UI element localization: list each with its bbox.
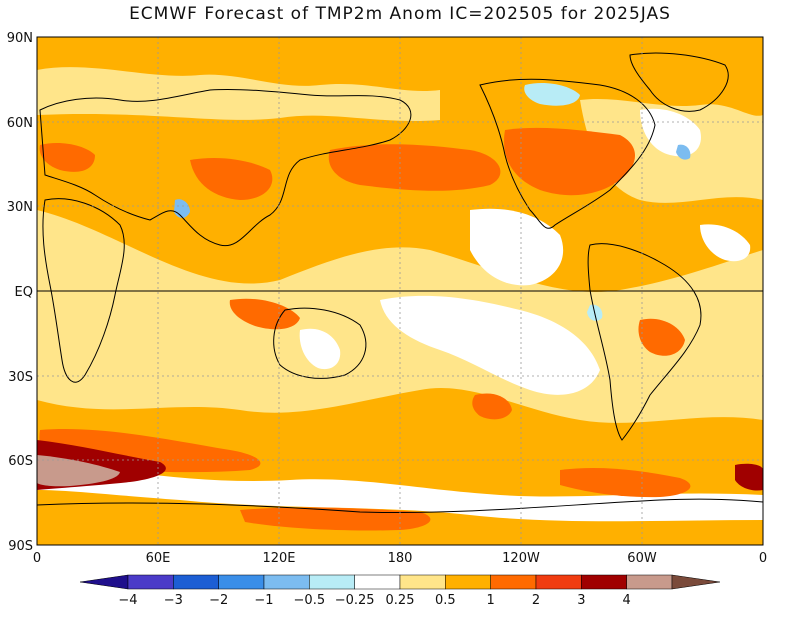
warm-north-pacific — [328, 144, 501, 191]
neutral-central-pacific — [380, 295, 600, 395]
colorbar-label: −2 — [209, 593, 228, 608]
colorbar-high-arrow — [671, 574, 721, 590]
colorbar-label: 0.5 — [435, 593, 456, 608]
warm-south-pacific — [472, 393, 512, 420]
neutral-north-atlantic — [640, 108, 701, 157]
neutral-tropical-atlantic — [700, 224, 751, 262]
colorbar-label: −4 — [118, 593, 137, 608]
lat-tick: 30N — [7, 200, 33, 215]
lat-tick: 90N — [7, 31, 33, 46]
neutral-east-pacific — [470, 208, 564, 286]
lon-tick: 60W — [627, 551, 657, 566]
colorbar-swatch — [354, 574, 401, 590]
colorbar-label: 0.25 — [386, 593, 415, 608]
colorbar-label: −0.25 — [335, 593, 375, 608]
colorbar-swatch — [173, 574, 219, 590]
colorbar-label: 1 — [487, 593, 495, 608]
colorbar-swatch — [581, 574, 627, 590]
colorbar-swatch — [490, 574, 537, 590]
map-frame — [36, 36, 764, 546]
colorbar-label: 2 — [532, 593, 540, 608]
colorbar-label: −0.5 — [294, 593, 326, 608]
colorbar-swatch — [127, 574, 174, 590]
lat-tick: 60S — [8, 454, 33, 469]
colorbar-label: 3 — [577, 593, 585, 608]
lon-axis: 0 60E 120E 180 120W 60W 0 — [33, 551, 767, 566]
lat-tick: 60N — [7, 116, 33, 131]
lon-tick: 0 — [759, 551, 767, 566]
colorbar-label: 4 — [623, 593, 631, 608]
lon-tick: 120W — [502, 551, 540, 566]
lon-tick: 120E — [262, 551, 295, 566]
colorbar-label: −1 — [254, 593, 273, 608]
lat-axis: 90N 60N 30N EQ 30S 60S 90S — [7, 31, 33, 554]
pale-arctic-band — [37, 67, 440, 122]
colorbar-swatch — [218, 574, 265, 590]
gridlines — [37, 37, 763, 545]
colorbar: −4 −3 −2 −1 −0.5 −0.25 0.25 0.5 1 2 3 4 — [79, 574, 721, 608]
colorbar-swatch — [445, 574, 491, 590]
lon-tick: 60E — [146, 551, 171, 566]
lat-tick: 30S — [8, 370, 33, 385]
warm-antarctic-coast — [240, 507, 431, 531]
colorbar-label: −3 — [164, 593, 183, 608]
lat-tick: EQ — [15, 285, 33, 300]
warm-south-america — [638, 318, 685, 356]
cool-arctic-canada — [524, 83, 580, 106]
warm-central-asia — [190, 158, 273, 200]
warm-north-america — [504, 127, 635, 196]
neutral-antarctic-ring — [37, 460, 763, 522]
warm-europe — [39, 143, 95, 172]
colorbar-low-arrow — [79, 574, 129, 590]
cool-north-atlantic — [676, 144, 691, 160]
coastlines — [37, 52, 763, 514]
colorbar-swatch — [399, 574, 446, 590]
colorbar-swatch — [626, 574, 673, 590]
lat-tick: 90S — [8, 539, 33, 554]
colorbar-swatch — [309, 574, 355, 590]
very-strong-warm-core — [37, 455, 120, 487]
strong-warm-east-edge — [735, 463, 763, 491]
warm-south-atlantic-ocean — [560, 467, 691, 498]
colorbar-swatch — [263, 574, 310, 590]
lon-tick: 0 — [33, 551, 41, 566]
lon-tick: 180 — [388, 551, 413, 566]
colorbar-swatch — [535, 574, 582, 590]
neutral-australia — [299, 328, 341, 370]
warm-indonesia — [229, 298, 300, 330]
chart-title: ECMWF Forecast of TMP2m Anom IC=202505 f… — [129, 4, 671, 24]
